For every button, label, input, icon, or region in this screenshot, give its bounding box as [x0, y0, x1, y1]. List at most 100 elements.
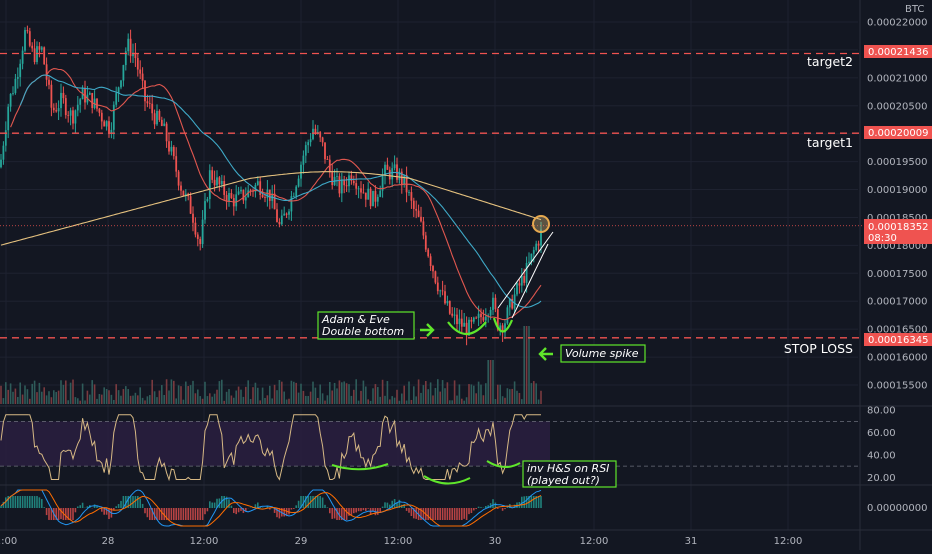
- candle-body: [519, 283, 521, 285]
- candle-body: [492, 298, 494, 310]
- volume-bar: [420, 393, 422, 404]
- candle-body: [219, 177, 221, 184]
- volume-bar: [423, 385, 425, 404]
- macd-histogram-bar: [319, 496, 321, 508]
- volume-bar: [355, 379, 357, 404]
- macd-tick-label: 0.00000000: [867, 503, 927, 514]
- candle-body: [108, 121, 110, 134]
- candle-body: [161, 120, 163, 126]
- macd-histogram-bar: [135, 496, 137, 508]
- volume-bar: [214, 394, 216, 404]
- resistance-circle-marker: [533, 216, 549, 232]
- macd-histogram-bar: [19, 496, 21, 508]
- candle-body: [41, 47, 43, 49]
- candle-body: [96, 99, 98, 109]
- macd-histogram-bar: [495, 503, 497, 508]
- candle-body: [363, 193, 365, 194]
- candle-body: [322, 137, 324, 142]
- volume-bar: [427, 389, 429, 404]
- candle-body: [257, 181, 259, 185]
- macd-histogram-bar: [144, 508, 146, 513]
- macd-histogram-bar: [175, 508, 177, 520]
- time-tick-label: 31: [685, 536, 698, 547]
- volume-bar: [103, 387, 105, 404]
- candle-body: [70, 110, 72, 115]
- macd-histogram-bar: [0, 506, 2, 508]
- macd-histogram-bar: [142, 504, 144, 508]
- macd-histogram-bar: [147, 508, 149, 517]
- candle-body: [471, 320, 473, 322]
- volume-bar: [197, 390, 199, 404]
- candle-body: [51, 85, 53, 108]
- volume-bar: [456, 396, 458, 404]
- volume-bar: [382, 380, 384, 404]
- volume-bar: [370, 401, 372, 404]
- candle-body: [223, 181, 225, 195]
- macd-histogram-bar: [291, 508, 293, 510]
- candle-body: [495, 298, 497, 309]
- candle-body: [480, 314, 482, 317]
- volume-bar: [58, 391, 60, 404]
- candle-body: [293, 196, 295, 197]
- candle-body: [67, 115, 69, 116]
- candle-body: [91, 93, 93, 108]
- volume-bar: [75, 397, 77, 404]
- macd-histogram-bar: [466, 508, 468, 520]
- candle-body: [156, 111, 158, 124]
- candle-body: [240, 190, 242, 191]
- macd-histogram-bar: [39, 497, 41, 508]
- candle-body: [327, 159, 329, 160]
- volume-bar: [454, 380, 456, 404]
- macd-histogram-bar: [185, 508, 187, 520]
- rsi-tick-label: 20.00: [867, 473, 896, 484]
- price-tick-label: 0.00015500: [867, 381, 927, 392]
- macd-histogram-bar: [307, 496, 309, 508]
- macd-histogram-bar: [403, 504, 405, 508]
- macd-histogram-bar: [139, 498, 141, 508]
- candle-body: [413, 201, 415, 209]
- macd-histogram-bar: [533, 496, 535, 508]
- volume-bar: [331, 390, 333, 404]
- candle-body: [130, 39, 132, 56]
- time-tick-label: 12:00: [190, 536, 219, 547]
- volume-bar: [483, 395, 485, 404]
- volume-bar: [39, 383, 41, 404]
- rsi-tick-label: 80.00: [867, 406, 896, 417]
- volume-bar: [243, 397, 245, 404]
- candle-body: [307, 142, 309, 145]
- candle-body: [533, 250, 535, 254]
- candle-body: [199, 239, 201, 244]
- volume-bar: [451, 400, 453, 404]
- macd-histogram-bar: [346, 508, 348, 520]
- rsi-annotation-line2: (played out?): [527, 474, 600, 487]
- candle-body: [106, 121, 108, 126]
- time-tick-label: 30: [489, 536, 502, 547]
- macd-histogram-bar: [211, 503, 213, 508]
- macd-histogram-bar: [171, 508, 173, 520]
- volume-bar: [495, 399, 497, 404]
- volume-bar: [238, 387, 240, 404]
- candle-body: [355, 183, 357, 189]
- macd-histogram-bar: [17, 496, 19, 508]
- macd-histogram-bar: [468, 508, 470, 514]
- macd-histogram-bar: [442, 508, 444, 520]
- volume-bar: [19, 383, 21, 404]
- macd-histogram-bar: [312, 496, 314, 508]
- candle-body: [101, 113, 103, 122]
- volume-bar: [387, 381, 389, 404]
- macd-histogram-bar: [387, 503, 389, 508]
- volume-bar: [115, 384, 117, 404]
- volume-bar: [161, 385, 163, 404]
- candle-body: [490, 310, 492, 315]
- volume-bar: [391, 396, 393, 404]
- candle-body: [89, 93, 91, 95]
- volume-bar: [187, 386, 189, 404]
- macd-histogram-bar: [120, 501, 122, 508]
- candle-body: [432, 266, 434, 271]
- candle-body: [521, 276, 523, 286]
- macd-histogram-bar: [209, 501, 211, 508]
- candle-body: [43, 47, 45, 64]
- macd-histogram-bar: [331, 508, 333, 519]
- volume-bar: [235, 391, 237, 404]
